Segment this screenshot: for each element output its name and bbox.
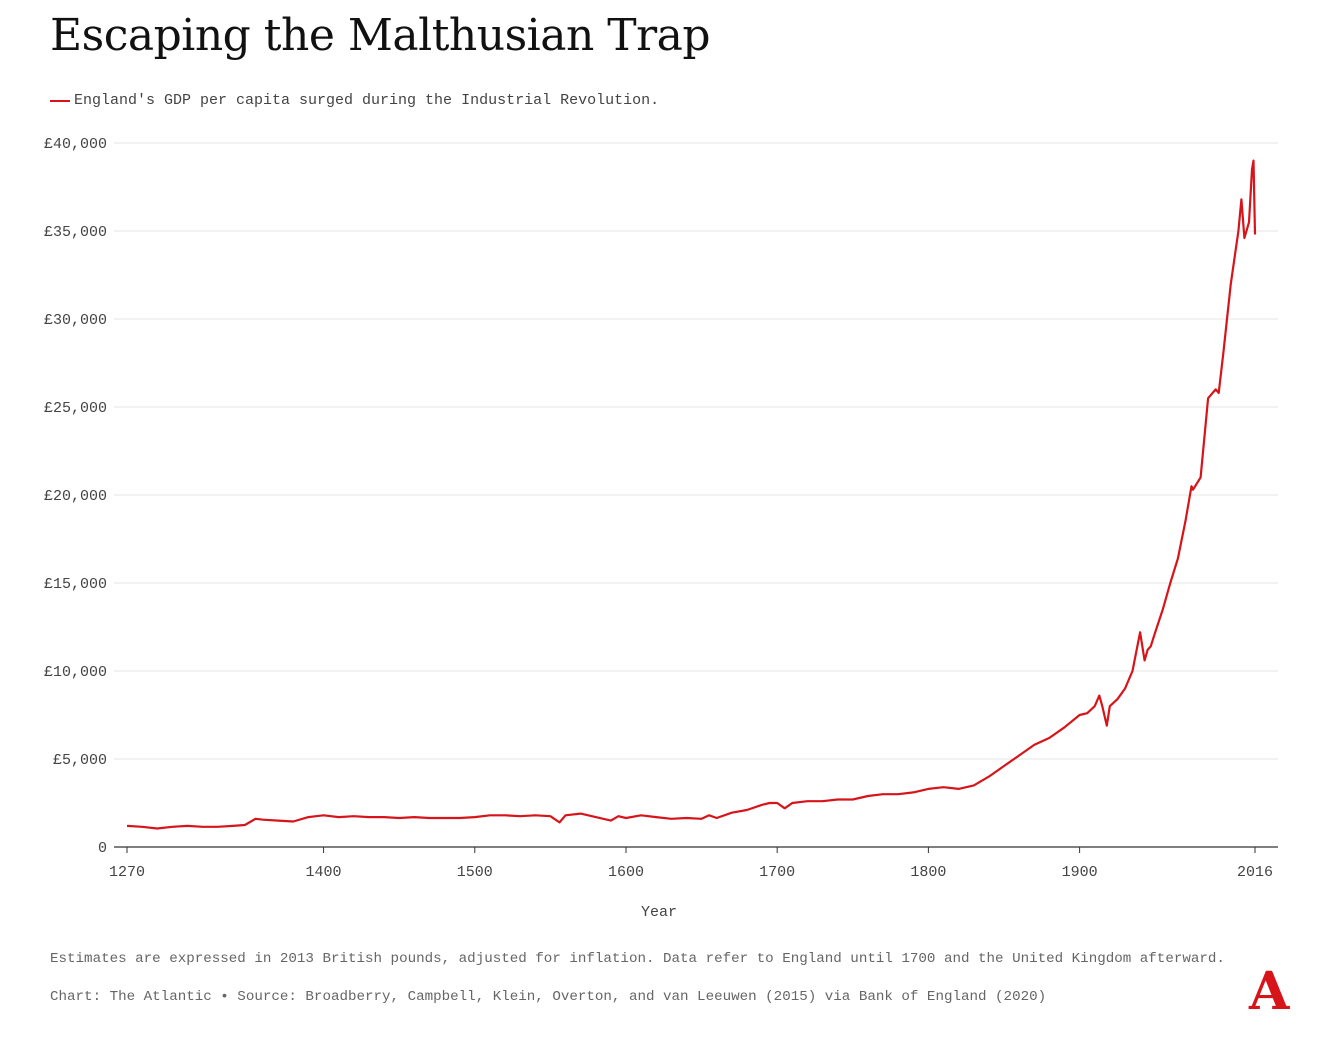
series-line-gdp-per-capita xyxy=(126,159,1257,830)
gdp-line-chart: 0 £5,000 £10,000 £15,000 £20,000 £25,000 £30,0… xyxy=(44,136,1278,921)
chart-title: Escaping the Malthusian Trap xyxy=(50,10,711,61)
x-tick-label: 1600 xyxy=(608,864,644,881)
y-axis-ticks: 0 £5,000 £10,000 £15,000 £20,000 £25,000 £30,0… xyxy=(44,136,107,857)
x-axis-title: Year xyxy=(641,904,677,921)
y-tick-label: £35,000 xyxy=(44,224,107,241)
y-tick-label: £10,000 xyxy=(44,664,107,681)
footnote: Estimates are expressed in 2013 British … xyxy=(50,951,1225,967)
y-tick-label: £40,000 xyxy=(44,136,107,153)
atlantic-logo: A xyxy=(1249,961,1290,1022)
grid-lines xyxy=(114,142,1278,760)
y-tick-label: £30,000 xyxy=(44,312,107,329)
series-group xyxy=(126,159,1257,830)
legend-label: England's GDP per capita surged during t… xyxy=(74,92,660,109)
source-credit: Chart: The Atlantic • Source: Broadberry… xyxy=(50,989,1047,1005)
x-tick-label: 1700 xyxy=(759,864,795,881)
x-tick-label: 1900 xyxy=(1062,864,1098,881)
x-axis: 1270 1400 1500 1600 1700 1800 1900 2016 xyxy=(109,846,1278,881)
y-tick-label: £20,000 xyxy=(44,488,107,505)
x-tick-label: 1270 xyxy=(109,864,145,881)
y-tick-label: £25,000 xyxy=(44,400,107,417)
x-tick-label: 1500 xyxy=(457,864,493,881)
x-tick-label: 1800 xyxy=(910,864,946,881)
legend-swatch xyxy=(50,99,70,102)
x-tick-label: 2016 xyxy=(1237,864,1273,881)
x-tick-label: 1400 xyxy=(306,864,342,881)
y-tick-label: 0 xyxy=(98,840,107,857)
y-tick-label: £5,000 xyxy=(53,752,107,769)
legend: England's GDP per capita surged during t… xyxy=(50,92,659,109)
y-tick-label: £15,000 xyxy=(44,576,107,593)
